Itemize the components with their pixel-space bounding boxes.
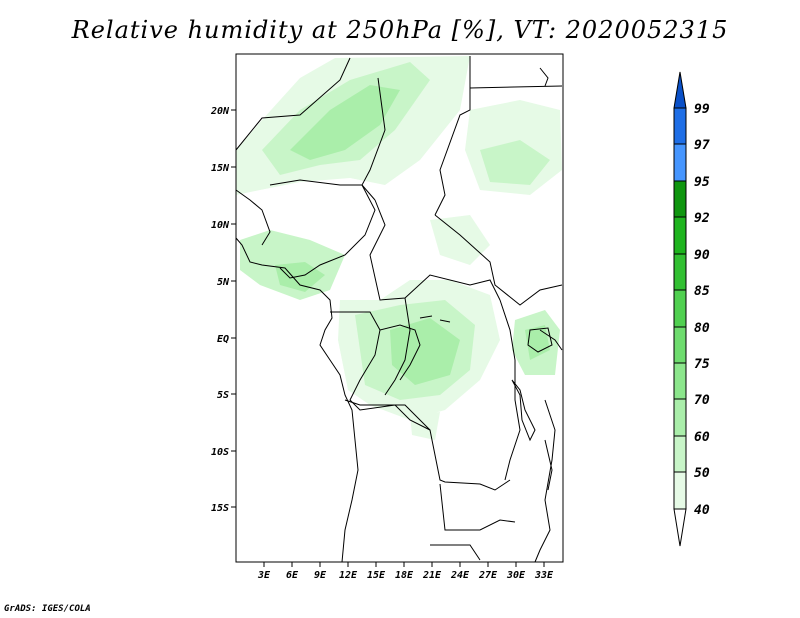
border-east-3 (534, 399, 556, 563)
lake-small-1 (419, 315, 451, 323)
colorbar-bottom-arrow (673, 508, 687, 547)
border-north-2 (361, 77, 386, 201)
colorbar-segment-85 (673, 253, 687, 291)
river-congo (379, 324, 421, 381)
lon-label: 6E (286, 570, 299, 581)
colorbar-segment-97 (673, 107, 687, 145)
colorbar-label: 95 (694, 175, 710, 190)
colorbar-label: 92 (694, 211, 710, 226)
colorbar-top-arrow (673, 71, 687, 109)
colorbar-segment-92 (673, 180, 687, 218)
colorbar (673, 71, 687, 547)
lon-label: 30E (506, 570, 526, 581)
border-north-east-4 (469, 85, 563, 89)
colorbar-segment-70 (673, 362, 687, 400)
lon-label: 18E (395, 570, 414, 581)
coast-red-sea (539, 67, 549, 87)
colorbar-label: 99 (694, 102, 710, 117)
lat-label: 10S (211, 447, 229, 458)
colorbar-label: 70 (694, 393, 710, 408)
colorbar-segment-50 (673, 435, 687, 473)
lon-label: 9E (314, 570, 327, 581)
border-north-3 (434, 56, 471, 216)
lake-victoria (527, 327, 553, 353)
lat-label: 5S (217, 390, 229, 401)
lat-label: 5N (217, 277, 230, 288)
lon-label: 24E (450, 570, 470, 581)
map-frame (235, 53, 564, 563)
border-angola (344, 399, 511, 491)
shade-south-strip (410, 412, 440, 440)
lat-label: 15S (211, 503, 229, 514)
grads-credit: GrADS: IGES/COLA (4, 604, 91, 614)
border-south-1 (439, 483, 516, 531)
country-borders (235, 56, 563, 563)
lon-label: 27E (478, 570, 498, 581)
colorbar-segment-90 (673, 216, 687, 255)
colorbar-segment-80 (673, 289, 687, 328)
colorbar-label: 85 (694, 284, 710, 299)
lon-label: 15E (367, 570, 386, 581)
colorbar-label: 50 (694, 466, 710, 481)
lat-label: 10N (211, 220, 230, 231)
shade-central-north (430, 215, 490, 265)
lon-label: 21E (422, 570, 442, 581)
border-south-2 (430, 544, 481, 561)
colorbar-label: 60 (694, 430, 710, 445)
colorbar-segment-40 (673, 471, 687, 510)
colorbar-label: 75 (694, 357, 710, 372)
west-coast-line (235, 237, 359, 563)
lake-malawi (544, 439, 553, 491)
lat-label: EQ (217, 334, 229, 345)
colorbar-segment-95 (673, 143, 687, 182)
chart-title: Relative humidity at 250hPa [%], VT: 202… (71, 16, 729, 44)
colorbar-label: 97 (694, 138, 710, 153)
border-north-1 (235, 57, 351, 151)
lon-label: 12E (339, 570, 358, 581)
border-east-1 (499, 299, 521, 481)
border-car (434, 214, 563, 306)
colorbar-segment-75 (673, 326, 687, 364)
shade-north-east-core (480, 140, 550, 185)
shade-sahel-inner (290, 85, 400, 160)
lon-ticks (263, 562, 545, 567)
lake-tanganyika (511, 379, 536, 442)
lon-label: 3E (257, 570, 271, 581)
border-east-2 (539, 329, 563, 351)
lat-label: 20N (210, 106, 230, 117)
lat-ticks (231, 109, 236, 508)
lat-labels: 20N 15N 10N 5N EQ 5S 10S 15S (210, 106, 230, 514)
lon-labels: 3E 6E 9E 12E 15E 18E 21E 24E 27E 30E 33E (257, 570, 554, 581)
lon-label: 33E (534, 570, 554, 581)
border-sahel-1 (235, 189, 271, 246)
colorbar-label: 40 (694, 503, 710, 518)
colorbar-label: 80 (694, 321, 710, 336)
colorbar-labels: 99 97 95 92 90 85 80 75 70 60 50 40 (694, 102, 710, 518)
lat-label: 15N (211, 163, 230, 174)
border-nigeria (269, 179, 376, 279)
colorbar-label: 90 (694, 248, 710, 263)
border-congo-2 (384, 297, 411, 396)
shade-east-lakes-core (525, 325, 550, 360)
colorbar-segment-60 (673, 398, 687, 437)
border-congo-1 (330, 311, 431, 431)
